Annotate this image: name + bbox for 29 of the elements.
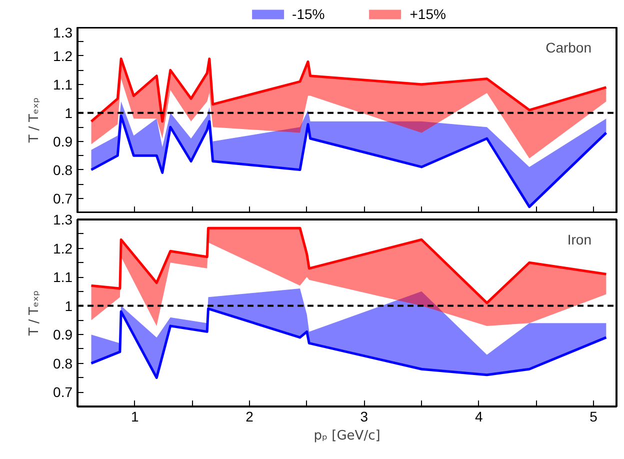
y-tick-label: 0.7 <box>53 384 73 400</box>
x-tick-label: 3 <box>360 408 368 424</box>
x-tick-label: 2 <box>246 408 254 424</box>
annotation: Iron <box>567 232 592 248</box>
x-tick-label: 4 <box>474 408 483 424</box>
line-series <box>90 307 608 379</box>
annotation: Carbon <box>546 40 592 56</box>
line-series <box>90 226 608 304</box>
x-axis-title: pₚ [GeV/c] <box>314 428 380 444</box>
y-tick-label: 1.2 <box>53 240 73 256</box>
y-axis-title: T / Tₑₓₚ <box>27 290 42 337</box>
x-tick-label: 1 <box>130 408 139 424</box>
y-tick-label: 0.9 <box>53 133 73 150</box>
y-tick-label: 1 <box>64 298 73 314</box>
y-tick-label: 1.3 <box>53 212 73 228</box>
line-series <box>90 58 608 123</box>
y-tick-label: 0.7 <box>53 190 73 206</box>
y-tick-label: 1 <box>64 104 73 121</box>
y-tick-label: 0.8 <box>53 162 73 178</box>
y-tick-label: 0.9 <box>53 326 73 343</box>
y-tick-label: 1.1 <box>53 269 73 286</box>
y-tick-label: 1.1 <box>53 76 73 92</box>
y-tick-label: 1.3 <box>53 24 73 40</box>
y-tick-label: 0.8 <box>53 355 73 372</box>
legend-label: +15% <box>410 6 446 22</box>
y-tick-label: 1.2 <box>53 48 73 64</box>
x-tick-label: 5 <box>590 408 598 424</box>
legend-label: -15% <box>292 6 325 22</box>
y-axis-title: T / Tₑₓₚ <box>27 97 42 144</box>
